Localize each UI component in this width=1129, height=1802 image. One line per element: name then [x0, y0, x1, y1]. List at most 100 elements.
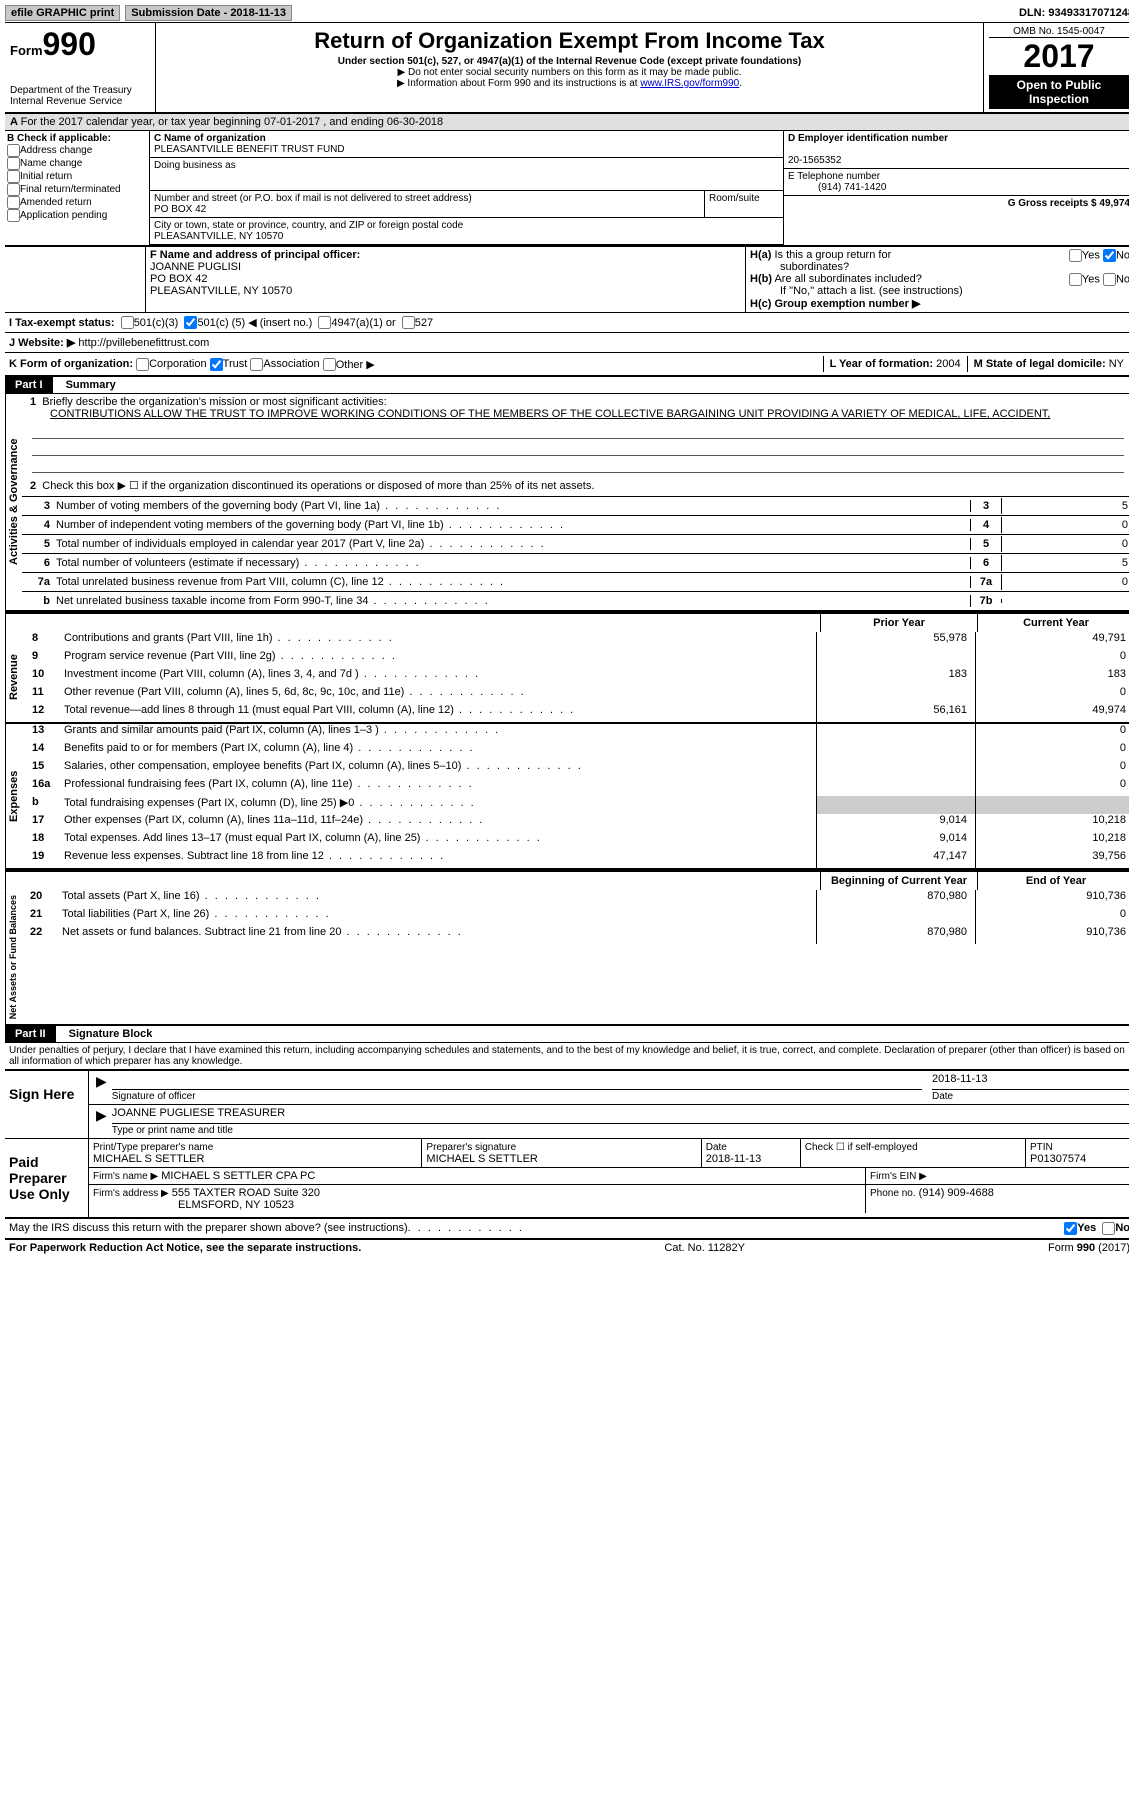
prior-year-header: Prior Year [820, 614, 977, 632]
init-return-label: Initial return [20, 171, 72, 182]
city-label: City or town, state or province, country… [154, 220, 463, 231]
527-check[interactable] [402, 316, 415, 329]
data-row: 8Contributions and grants (Part VIII, li… [22, 632, 1129, 650]
pra-notice: For Paperwork Reduction Act Notice, see … [9, 1242, 361, 1254]
submission-btn[interactable]: Submission Date - 2018-11-13 [125, 5, 292, 21]
summary-row: bNet unrelated business taxable income f… [22, 591, 1129, 610]
data-row: 15Salaries, other compensation, employee… [22, 760, 1129, 778]
summary-row: 4Number of independent voting members of… [22, 515, 1129, 534]
form-header: Form990 Department of the Treasury Inter… [5, 23, 1129, 114]
dln-text: DLN: 93493317071248 [1019, 7, 1129, 19]
sig-officer-label: Signature of officer [112, 1091, 196, 1102]
m-label: M State of legal domicile: [974, 358, 1106, 370]
open-inspection: Open to Public Inspection [989, 75, 1129, 109]
amended-label: Amended return [20, 197, 92, 208]
data-row: 21Total liabilities (Part X, line 26)0 [20, 908, 1129, 926]
f-label: F Name and address of principal officer: [150, 249, 360, 261]
final-return-check[interactable] [7, 183, 20, 196]
na-section: Net Assets or Fund Balances 20Total asse… [5, 890, 1129, 1026]
two-col-header: Prior Year Current Year [5, 612, 1129, 632]
irs-link[interactable]: www.IRS.gov/form990 [640, 78, 739, 89]
corp-check[interactable] [136, 358, 149, 371]
end-year-header: End of Year [977, 872, 1129, 890]
e-label: E Telephone number [788, 171, 880, 182]
line2: Check this box ▶ ☐ if the organization d… [42, 480, 594, 492]
rev-label: Revenue [5, 632, 22, 722]
501c-post: ) ◀ (insert no.) [241, 316, 312, 329]
final-return-label: Final return/terminated [20, 184, 121, 195]
form-number: 990 [43, 26, 96, 62]
addr-change-check[interactable] [7, 144, 20, 157]
501c3-check[interactable] [121, 316, 134, 329]
trust: Trust [223, 358, 248, 370]
app-pending-label: Application pending [20, 210, 107, 221]
firm-addr: 555 TAXTER ROAD Suite 320 [172, 1187, 320, 1199]
init-return-check[interactable] [7, 170, 20, 183]
data-row: 11Other revenue (Part VIII, column (A), … [22, 686, 1129, 704]
yes-label: Yes [1077, 1222, 1096, 1235]
4947: 4947(a)(1) or [331, 317, 395, 329]
na-label: Net Assets or Fund Balances [5, 890, 20, 1024]
app-pending-check[interactable] [7, 209, 20, 222]
page-title: Return of Organization Exempt From Incom… [161, 26, 978, 56]
amended-check[interactable] [7, 196, 20, 209]
type-name-label: Type or print name and title [112, 1125, 233, 1136]
hb-no[interactable] [1103, 273, 1116, 286]
cat-no: Cat. No. 11282Y [664, 1242, 745, 1254]
name-change-check[interactable] [7, 157, 20, 170]
j-label: J Website: ▶ [9, 336, 75, 349]
firm-l: Firm's name ▶ [93, 1171, 158, 1182]
discuss-yes-check[interactable] [1064, 1222, 1077, 1235]
na-header: Beginning of Current Year End of Year [5, 870, 1129, 890]
discuss-no-check[interactable] [1102, 1222, 1115, 1235]
prep-sig: MICHAEL S SETTLER [426, 1153, 537, 1165]
ha-no[interactable] [1103, 249, 1116, 262]
omb-label: OMB No. 1545-0047 [989, 26, 1129, 38]
4947-check[interactable] [318, 316, 331, 329]
ein-value: 20-1565352 [788, 155, 841, 166]
k-label: K Form of organization: [9, 358, 133, 370]
exp-label: Expenses [5, 724, 22, 868]
prep-name: MICHAEL S SETTLER [93, 1153, 204, 1165]
street-label: Number and street (or P.O. box if mail i… [154, 193, 472, 204]
data-row: 19Revenue less expenses. Subtract line 1… [22, 850, 1129, 868]
g-label: G Gross receipts $ [1008, 198, 1097, 209]
dba-label: Doing business as [154, 160, 236, 171]
declaration: Under penalties of perjury, I declare th… [5, 1043, 1129, 1069]
ag-label: Activities & Governance [5, 394, 22, 610]
room-label: Room/suite [709, 193, 760, 204]
data-row: 18Total expenses. Add lines 13–17 (must … [22, 832, 1129, 850]
subtitle2: ▶ Do not enter social security numbers o… [161, 67, 978, 78]
addr-change-label: Address change [20, 145, 92, 156]
data-row: 9Program service revenue (Part VIII, lin… [22, 650, 1129, 668]
korg-row: K Form of organization: Corporation Trus… [5, 353, 1129, 377]
summary-row: 5Total number of individuals employed in… [22, 534, 1129, 553]
efile-btn[interactable]: efile GRAPHIC print [5, 5, 120, 21]
hb-yes[interactable] [1069, 273, 1082, 286]
part2-label: Part II [5, 1026, 56, 1042]
other: Other ▶ [336, 358, 375, 371]
data-row: 20Total assets (Part X, line 16)870,9809… [20, 890, 1129, 908]
website-row: J Website: ▶ http://pvillebenefittrust.c… [5, 333, 1129, 353]
officer-city: PLEASANTVILLE, NY 10570 [150, 285, 292, 297]
trust-check[interactable] [210, 358, 223, 371]
website-value: http://pvillebenefittrust.com [78, 337, 209, 349]
ha-yes[interactable] [1069, 249, 1082, 262]
l-label: L Year of formation: [830, 358, 934, 370]
l-val: 2004 [936, 358, 960, 370]
arrow-icon: ▶ [91, 1073, 112, 1102]
prep-date-l: Date [706, 1142, 727, 1153]
ha-label: Is this a group return for [774, 249, 891, 261]
entity-block: B Check if applicable: Address change Na… [5, 131, 1129, 247]
data-row: bTotal fundraising expenses (Part IX, co… [22, 796, 1129, 814]
subtitle3: ▶ Information about Form 990 and its ins… [397, 78, 640, 89]
501c-check[interactable] [184, 316, 197, 329]
arrow-icon: ▶ [91, 1107, 112, 1136]
dept-label: Department of the Treasury Internal Reve… [10, 85, 150, 107]
other-check[interactable] [323, 358, 336, 371]
summary-row: 7aTotal unrelated business revenue from … [22, 572, 1129, 591]
phone-value: (914) 741-1420 [788, 182, 886, 193]
assoc-check[interactable] [250, 358, 263, 371]
data-row: 13Grants and similar amounts paid (Part … [22, 724, 1129, 742]
527: 527 [415, 317, 433, 329]
